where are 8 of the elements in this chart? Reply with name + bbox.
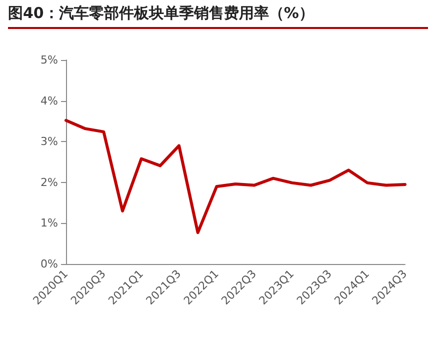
y-tick-label: 0% [40, 258, 58, 270]
chart-title: 图40：汽车零部件板块单季销售费用率（%） [8, 4, 428, 29]
y-tick-label: 3% [40, 135, 58, 148]
y-tick-label: 2% [40, 176, 58, 189]
y-tick-label: 5% [40, 54, 58, 66]
line-series [64, 118, 406, 234]
y-tick-label: 4% [40, 94, 58, 108]
y-tick-label: 1% [40, 216, 58, 230]
